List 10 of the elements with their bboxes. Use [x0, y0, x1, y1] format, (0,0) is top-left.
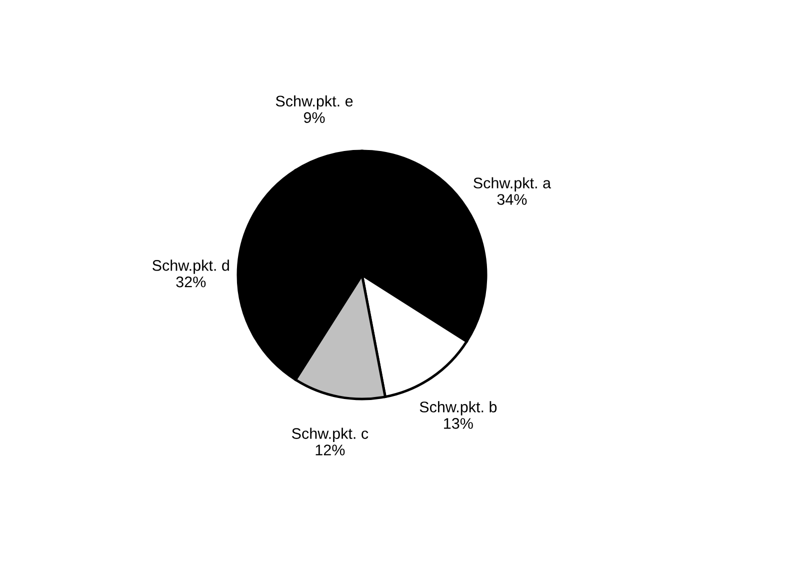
slice-label: Schw.pkt. c	[292, 428, 368, 442]
data-label: 34%	[497, 194, 527, 205]
slice-label: Schw.pkt. e	[276, 95, 353, 110]
slice-label: Schw.pkt. a	[474, 177, 552, 192]
slice-label: Schw.pkt. d	[152, 260, 229, 274]
data-label: 32%	[176, 276, 206, 288]
data-label: 12%	[316, 444, 345, 456]
slice-label: Schw.pkt. b	[420, 401, 497, 416]
data-label: 9%	[304, 112, 325, 124]
data-label: 13%	[444, 418, 473, 429]
